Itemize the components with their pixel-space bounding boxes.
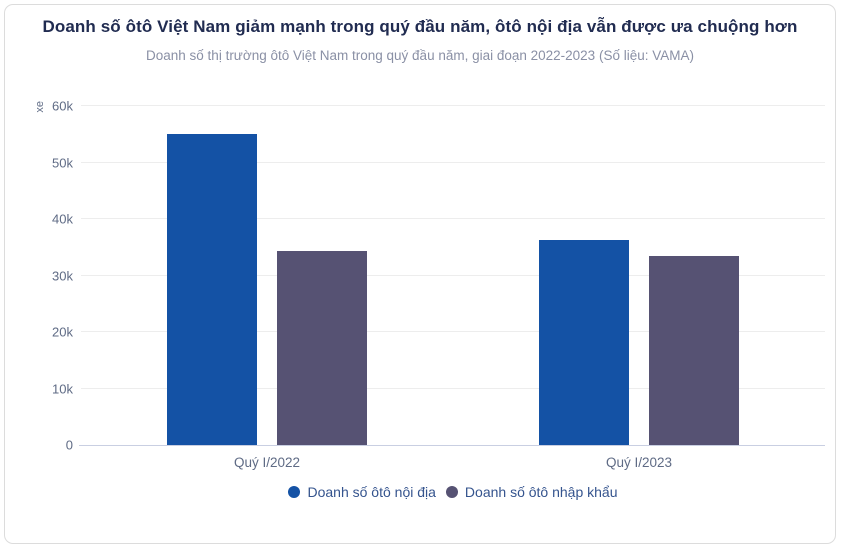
gridline <box>81 105 825 106</box>
chart-card: Doanh số ôtô Việt Nam giảm mạnh trong qu… <box>4 4 836 544</box>
legend-label: Doanh số ôtô nhập khẩu <box>464 484 618 500</box>
gridline <box>81 274 825 276</box>
legend-dot-icon <box>288 486 301 498</box>
y-tick-label: 50k <box>52 155 73 170</box>
x-tick-label: Quý I/2023 <box>605 455 673 470</box>
chart-title: Doanh số ôtô Việt Nam giảm mạnh trong qu… <box>42 17 798 36</box>
legend-item[interactable]: Doanh số ôtô nhập khẩu <box>445 484 618 500</box>
legend-label: Doanh số ôtô nội địa <box>307 484 436 500</box>
plot-area: xe 0 10k 20k 30k 40k 50k 60k Quý I/2022 Quý I/20… <box>34 99 825 470</box>
bar-group <box>539 106 739 445</box>
gridline <box>81 331 825 332</box>
x-tick-label: Quý I/2022 <box>233 455 301 470</box>
y-tick-label: 60k <box>52 98 73 114</box>
y-tick-label: 40k <box>52 211 73 227</box>
bar-series-0[interactable] <box>167 134 257 445</box>
y-axis-title: xe <box>34 101 46 113</box>
bar-series-1[interactable] <box>649 256 739 445</box>
y-tick-label: 0 <box>65 437 73 453</box>
bar-series-0[interactable] <box>539 240 629 445</box>
legend-dot-icon <box>445 486 458 498</box>
y-tick-label: 10k <box>52 381 73 396</box>
legend: Doanh số ôtô nội địa Doanh số ôtô nhập kh… <box>81 484 825 500</box>
chart-subtitle: Doanh số thị trường ôtô Việt Nam trong q… <box>146 48 694 63</box>
bar-group <box>167 106 367 445</box>
y-tick-label: 20k <box>52 324 73 340</box>
gridline <box>81 387 825 389</box>
y-tick-label: 30k <box>52 268 73 283</box>
gridline <box>81 218 825 219</box>
gridline <box>81 161 825 163</box>
bar-series-1[interactable] <box>277 250 367 445</box>
x-axis-line <box>79 445 825 446</box>
legend-item[interactable]: Doanh số ôtô nội địa <box>288 484 436 500</box>
